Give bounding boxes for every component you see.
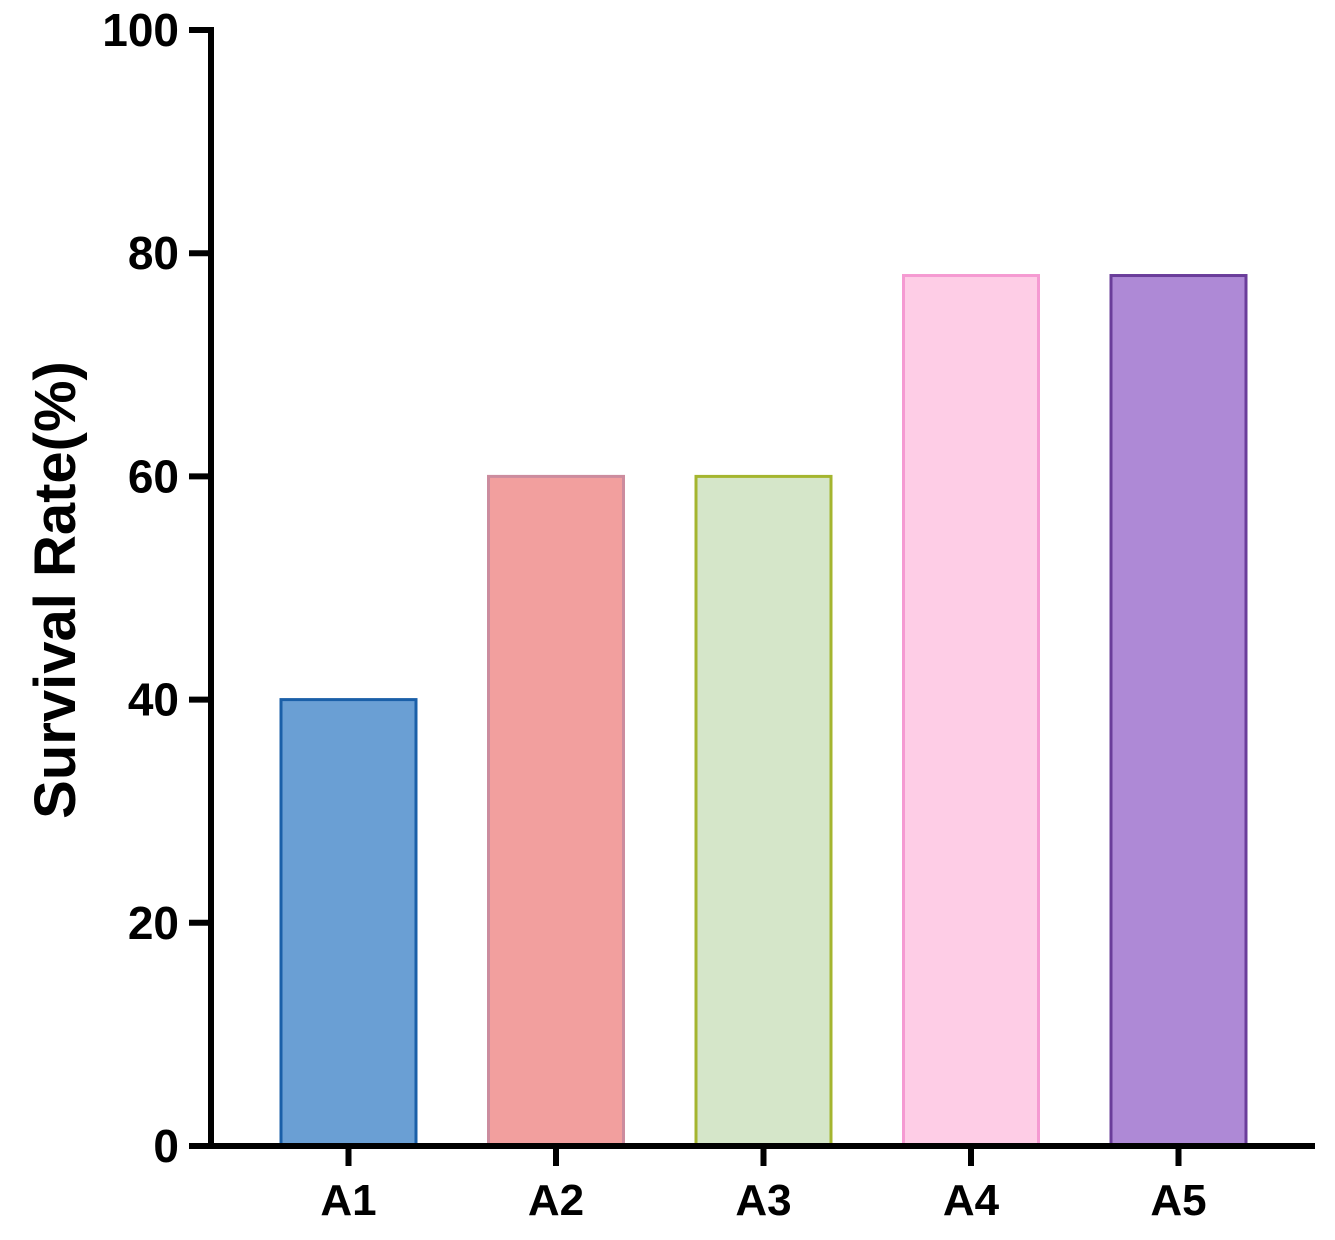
bar-a1 xyxy=(279,698,418,1148)
x-tick-label-a4: A4 xyxy=(943,1176,1000,1225)
x-ticks-layer: A1 A2 A3 A4 A5 xyxy=(320,1146,1207,1225)
y-tick-label: 20 xyxy=(128,897,179,949)
y-axis-title: Survival Rate(%) xyxy=(23,361,88,819)
y-tick-label: 40 xyxy=(128,674,179,726)
x-tick-label-a3: A3 xyxy=(735,1176,791,1225)
bar-a3 xyxy=(694,474,833,1148)
x-tick-label-a1: A1 xyxy=(320,1176,376,1225)
bar-a2 xyxy=(487,474,625,1148)
y-tick-label: 60 xyxy=(128,450,179,502)
bars-layer xyxy=(279,274,1248,1148)
bar-a4 xyxy=(902,274,1040,1148)
x-tick-label-a5: A5 xyxy=(1150,1176,1206,1225)
y-ticks-layer: 0 20 40 60 80 100 xyxy=(102,4,211,1172)
y-tick-label: 100 xyxy=(102,4,179,56)
y-tick-label: 0 xyxy=(153,1120,179,1172)
y-tick-label: 80 xyxy=(128,227,179,279)
x-tick-label-a2: A2 xyxy=(528,1176,584,1225)
bar-a5 xyxy=(1109,274,1248,1148)
